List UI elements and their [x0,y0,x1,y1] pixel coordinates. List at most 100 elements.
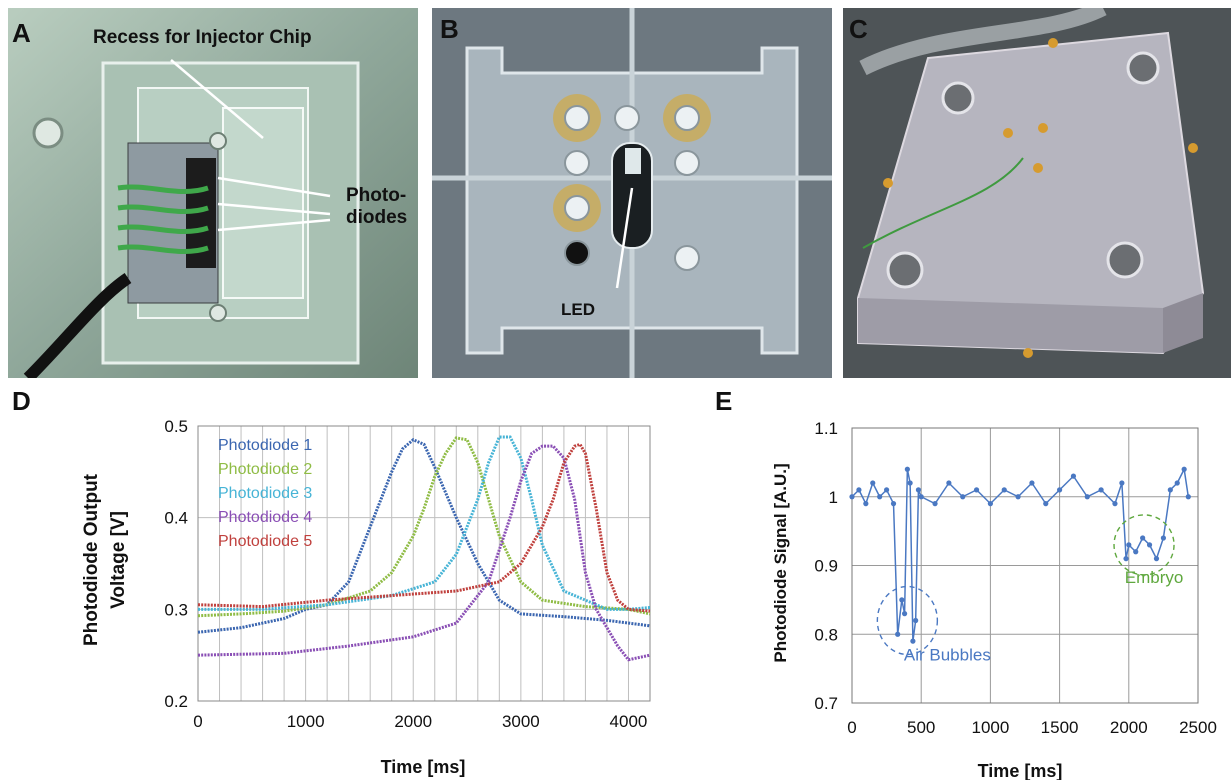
chart-e-point [1057,487,1063,493]
chart-e-point [1098,487,1104,493]
chart-e-point [877,494,883,500]
chart-e-point [870,480,876,486]
chart-e-annotation-label: Air Bubbles [904,646,991,665]
chart-e-point [1153,556,1160,562]
panel-c-illustration [843,8,1231,378]
chart-d-series-line [197,444,651,662]
chart-e-point [1043,501,1049,507]
photodiodes-callout-line1: Photo- [346,185,407,206]
recess-callout: Recess for Injector Chip [93,27,312,48]
chart-e-point [1167,487,1173,493]
chart-e-xtick: 1500 [1041,718,1079,737]
chart-e-point [915,487,922,493]
chart-e-frame [851,427,1199,704]
chart-d-legend-label: Photodiode 2 [218,461,312,478]
chart-d-frame [197,425,651,702]
led-callout: LED [561,300,595,319]
chart-d-xtick: 1000 [287,712,325,731]
chart-e-point [1185,494,1191,500]
chart-e-ytick: 1 [829,488,838,507]
chart-e-ticks: 0 500 1000 1500 2000 2500 0.7 0.8 0.9 1 1.1 [814,419,1217,737]
panel-e-letter: E [715,386,733,416]
chart-e-point [1119,480,1125,486]
chart-e-point [884,487,890,493]
chart-d-legend-label: Photodiode 1 [218,437,312,454]
chart-d-series-line [197,442,651,613]
chart-e-point [1140,535,1146,541]
chart-e-point [904,466,910,472]
chart-e-point [946,480,952,486]
chart-d-xtick: 3000 [502,712,540,731]
chart-e-xtick: 2000 [1110,718,1148,737]
chart-d-legend-label: Photodiode 3 [218,485,312,502]
chart-e-point [863,501,869,507]
chart-e-point [1001,487,1007,493]
panel-a-photo [8,8,418,378]
panel-b-letter: B [440,14,459,44]
chart-e-point [973,487,980,493]
chart-e-point [1123,556,1129,562]
chart-e-ylabel: Photodiode Signal [A.U.] [771,463,790,662]
chart-e-point [1015,494,1021,500]
chart-e-xtick: 500 [907,718,935,737]
chart-e-point [932,501,938,507]
chart-d-xlabel: Time [ms] [381,757,466,777]
chart-e: 0 500 1000 1500 2000 2500 0.7 0.8 0.9 1 1.1 Air Bu… [771,419,1217,780]
chart-e-point [1133,549,1139,555]
chart-e-annotation-circle [1113,514,1175,576]
panel-b-illustration [432,8,832,378]
chart-e-point [1146,542,1153,548]
chart-e-point [1174,480,1180,486]
chart-e-point [895,631,901,637]
chart-d-xtick: 4000 [610,712,648,731]
chart-e-point [1160,535,1166,541]
chart-e-point [1126,542,1132,548]
chart-d-xtick: 0 [193,712,202,731]
chart-e-point [910,638,916,644]
chart-e-point [1070,473,1077,479]
chart-e-series [849,466,1191,644]
chart-d-ticks: 0 1000 2000 3000 4000 0.2 0.3 0.4 0.5 [164,417,647,731]
photodiodes-callout-line2: diodes [346,206,408,228]
chart-e-point [890,501,897,507]
chart-e-xtick: 1000 [971,718,1009,737]
chart-e-series-line [851,466,1190,642]
chart-e-point [1181,466,1187,472]
chart-d: 0 1000 2000 3000 4000 0.2 0.3 0.4 0.5 Photodiode… [81,417,651,777]
chart-e-annotation-circle [876,585,939,656]
chart-e-point [918,494,924,500]
chart-d-legend: Photodiode 1 Photodiode 2 Photodiode 3 Phot… [218,437,312,550]
chart-e-ytick: 0.9 [814,557,838,576]
panel-b-photo [432,8,832,378]
chart-d-ytick: 0.4 [164,509,188,528]
chart-d-legend-label: Photodiode 4 [218,509,312,526]
chart-e-xlabel: Time [ms] [978,761,1063,780]
chart-e-ytick: 0.8 [814,625,838,644]
chart-e-point [901,611,908,617]
chart-e-point [899,597,905,603]
panel-a-illustration [8,8,418,378]
chart-e-point [849,494,855,500]
chart-e-point [913,617,919,624]
chart-e-point [1112,501,1118,507]
panel-c-letter: C [849,14,868,44]
panel-d-letter: D [12,386,31,416]
chart-e-point [1084,494,1090,500]
chart-e-xtick: 0 [847,718,856,737]
chart-d-ytick: 0.3 [164,600,188,619]
chart-e-point [856,487,862,493]
chart-e-point [960,494,966,500]
chart-e-point [1029,480,1035,486]
chart-d-ytick: 0.2 [164,692,188,711]
chart-d-ylabel-line2: Voltage [V] [108,511,129,609]
chart-e-grid [851,427,1199,704]
chart-d-series-line [197,438,651,634]
panel-a-letter: A [12,18,31,48]
chart-d-ytick: 0.5 [164,417,188,436]
panel-c-photo [843,8,1231,378]
chart-e-xtick: 2500 [1179,718,1217,737]
chart-d-xtick: 2000 [394,712,432,731]
chart-e-annotation-label: Embryo [1125,568,1184,587]
chart-d-legend-label: Photodiode 5 [218,533,312,550]
chart-e-ytick: 0.7 [814,694,838,713]
